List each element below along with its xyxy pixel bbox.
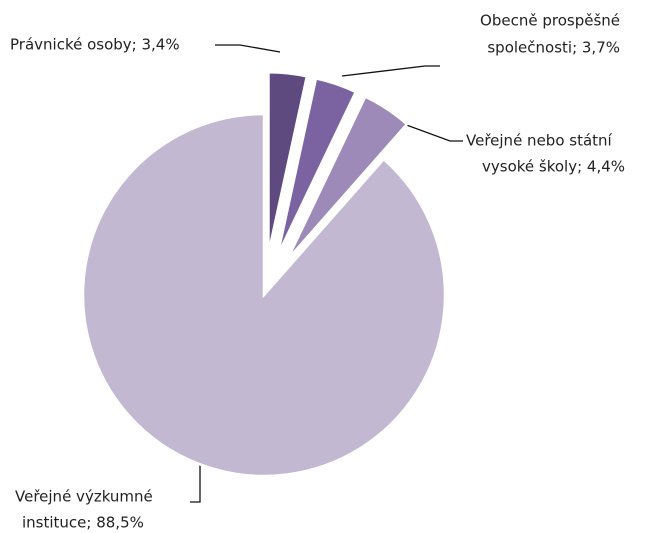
leader-line [215,44,281,53]
data-label: Veřejné výzkumné [15,488,153,506]
data-label: společnosti; 3,7% [487,39,620,57]
data-label: vysoké školy; 4,4% [482,158,625,176]
pie-slice [276,76,358,256]
data-label: Veřejné nebo státní [466,132,613,150]
leader-line [341,65,440,77]
leader-line [190,462,201,503]
pie-slice [267,70,309,254]
data-label: Obecně prospěšné [480,12,620,30]
data-label: Právnické osoby; 3,4% [10,36,180,54]
pie-slice [81,112,447,478]
data-label: instituce; 88,5% [22,514,144,532]
pie-slice [286,95,409,261]
